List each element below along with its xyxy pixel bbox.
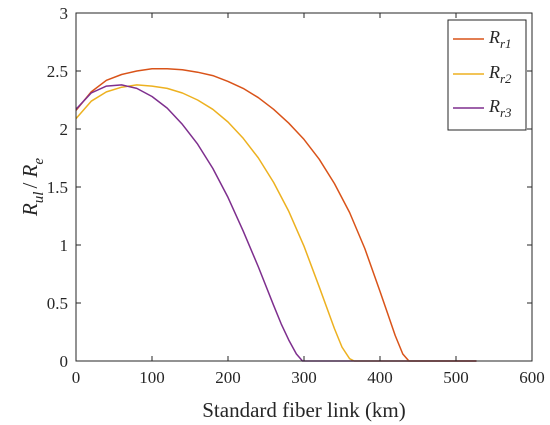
x-tick-label: 100 — [139, 368, 165, 387]
x-tick-label: 600 — [519, 368, 545, 387]
series-line-r1 — [75, 67, 477, 362]
y-tick-label: 0.5 — [47, 294, 68, 313]
y-axis-title: Rul / Re — [18, 158, 47, 217]
y-axis-title-sub1: ul — [31, 192, 47, 204]
y-tick-label: 3 — [60, 4, 69, 23]
legend: Rr1 Rr2 Rr3 — [447, 19, 527, 131]
ticks-layer: 0 100 200 300 400 500 600 0 0.5 1 1.5 2 2.5 3 — [47, 4, 545, 387]
y-tick-label: 1 — [60, 236, 69, 255]
legend-label-r1: Rr1 — [488, 27, 512, 51]
x-tick-label: 200 — [215, 368, 241, 387]
x-axis-title: Standard fiber link (km) — [202, 398, 406, 422]
y-tick-label: 0 — [60, 352, 69, 371]
y-axis-title-r2: R — [18, 164, 42, 178]
y-tick-label: 1.5 — [47, 178, 68, 197]
y-axis-title-r1: R — [18, 203, 42, 217]
x-tick-label: 300 — [291, 368, 317, 387]
legend-label-r3: Rr3 — [488, 96, 512, 120]
y-axis-title-sep: / — [18, 177, 42, 188]
y-tick-label: 2 — [60, 120, 69, 139]
x-tick-label: 0 — [72, 368, 81, 387]
y-axis-title-sub2: e — [31, 158, 47, 165]
legend-box — [447, 19, 527, 131]
x-tick-label: 500 — [443, 368, 469, 387]
x-tick-label: 400 — [367, 368, 393, 387]
legend-label-r2: Rr2 — [488, 62, 512, 86]
y-tick-label: 2.5 — [47, 62, 68, 81]
